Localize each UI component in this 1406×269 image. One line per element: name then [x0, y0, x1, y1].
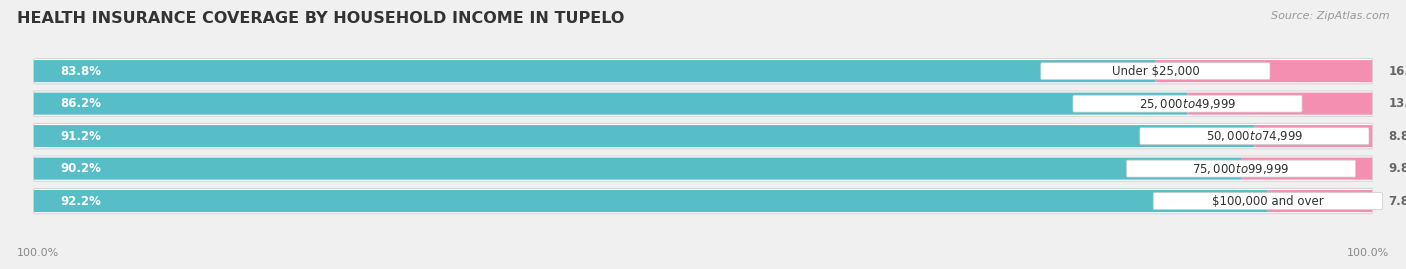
FancyBboxPatch shape: [34, 156, 1372, 181]
FancyBboxPatch shape: [34, 58, 1372, 84]
FancyBboxPatch shape: [34, 93, 1188, 115]
FancyBboxPatch shape: [1188, 93, 1372, 115]
Text: $75,000 to $99,999: $75,000 to $99,999: [1192, 162, 1289, 176]
FancyBboxPatch shape: [1156, 60, 1372, 82]
FancyBboxPatch shape: [34, 188, 1372, 214]
Text: 92.2%: 92.2%: [60, 194, 101, 208]
Text: 8.8%: 8.8%: [1388, 130, 1406, 143]
Text: 7.8%: 7.8%: [1388, 194, 1406, 208]
Text: 91.2%: 91.2%: [60, 130, 101, 143]
FancyBboxPatch shape: [34, 125, 1254, 147]
FancyBboxPatch shape: [1153, 193, 1382, 210]
FancyBboxPatch shape: [1140, 128, 1369, 144]
Text: 100.0%: 100.0%: [17, 248, 59, 258]
Text: Under $25,000: Under $25,000: [1112, 65, 1199, 78]
Text: 83.8%: 83.8%: [60, 65, 101, 78]
FancyBboxPatch shape: [1241, 158, 1372, 180]
FancyBboxPatch shape: [34, 123, 1372, 149]
FancyBboxPatch shape: [34, 91, 1372, 116]
FancyBboxPatch shape: [1073, 95, 1302, 112]
Text: $25,000 to $49,999: $25,000 to $49,999: [1139, 97, 1236, 111]
FancyBboxPatch shape: [34, 190, 1268, 212]
FancyBboxPatch shape: [1254, 125, 1372, 147]
Text: Source: ZipAtlas.com: Source: ZipAtlas.com: [1271, 11, 1389, 21]
Text: 16.2%: 16.2%: [1388, 65, 1406, 78]
FancyBboxPatch shape: [34, 60, 1156, 82]
FancyBboxPatch shape: [1126, 160, 1355, 177]
Text: HEALTH INSURANCE COVERAGE BY HOUSEHOLD INCOME IN TUPELO: HEALTH INSURANCE COVERAGE BY HOUSEHOLD I…: [17, 11, 624, 26]
Text: 9.8%: 9.8%: [1388, 162, 1406, 175]
Text: 100.0%: 100.0%: [1347, 248, 1389, 258]
Text: $100,000 and over: $100,000 and over: [1212, 194, 1323, 208]
Text: 13.8%: 13.8%: [1388, 97, 1406, 110]
Text: $50,000 to $74,999: $50,000 to $74,999: [1206, 129, 1303, 143]
Text: 86.2%: 86.2%: [60, 97, 101, 110]
FancyBboxPatch shape: [1268, 190, 1372, 212]
FancyBboxPatch shape: [1040, 63, 1270, 80]
FancyBboxPatch shape: [34, 158, 1241, 180]
Text: 90.2%: 90.2%: [60, 162, 101, 175]
